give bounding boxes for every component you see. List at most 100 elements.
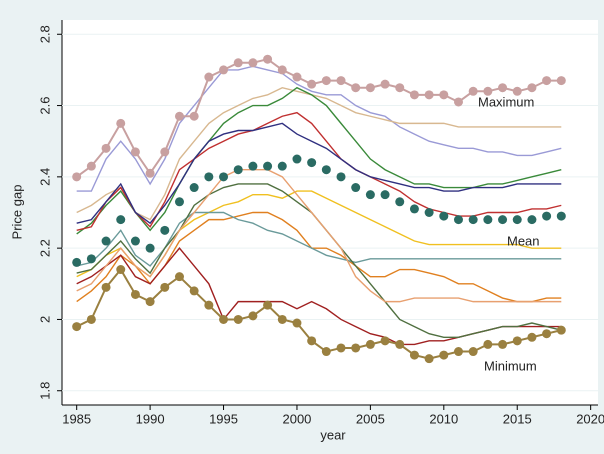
x-tick-label: 2005 — [356, 411, 385, 426]
data-point — [72, 257, 82, 267]
data-point — [321, 165, 331, 175]
data-point — [527, 215, 537, 225]
data-point — [409, 90, 419, 100]
data-point — [204, 72, 214, 82]
data-point — [512, 215, 522, 225]
data-point — [556, 211, 566, 221]
data-point — [336, 172, 346, 182]
data-point — [512, 86, 522, 96]
data-point — [174, 111, 184, 121]
data-point — [483, 339, 493, 349]
data-point — [498, 339, 508, 349]
data-point — [395, 83, 405, 93]
series-line — [76, 211, 562, 267]
data-point — [453, 347, 463, 357]
data-point — [204, 172, 214, 182]
y-tick-label: 2.8 — [37, 25, 52, 43]
data-point — [72, 172, 82, 182]
data-point — [101, 236, 111, 246]
data-point — [145, 297, 155, 307]
series-line — [76, 65, 562, 192]
data-point — [101, 282, 111, 292]
data-point — [86, 161, 96, 171]
data-point — [512, 336, 522, 346]
series-line — [76, 58, 562, 178]
data-point — [219, 172, 229, 182]
x-tick-label: 1990 — [136, 411, 165, 426]
data-point — [277, 65, 287, 75]
data-point — [219, 314, 229, 324]
data-point — [86, 314, 96, 324]
y-tick-label: 2.6 — [37, 97, 52, 115]
data-point — [116, 118, 126, 128]
data-point — [116, 265, 126, 275]
data-point — [527, 83, 537, 93]
data-point — [395, 197, 405, 207]
data-point — [498, 215, 508, 225]
x-axis-title: year — [320, 427, 346, 442]
data-point — [101, 143, 111, 153]
data-point — [248, 311, 258, 321]
data-point — [248, 58, 258, 68]
data-point — [439, 211, 449, 221]
data-point — [468, 86, 478, 96]
data-point — [292, 72, 302, 82]
data-point — [86, 254, 96, 264]
data-point — [556, 325, 566, 335]
data-point — [160, 282, 170, 292]
data-point — [263, 300, 273, 310]
data-point — [130, 147, 140, 157]
x-tick-label: 2015 — [503, 411, 532, 426]
data-point — [351, 83, 361, 93]
series-line — [76, 122, 562, 225]
y-tick-label: 2 — [37, 316, 52, 323]
data-point — [189, 183, 199, 193]
data-point — [380, 336, 390, 346]
data-point — [556, 76, 566, 86]
data-point — [233, 165, 243, 175]
data-point — [145, 168, 155, 178]
x-tick-label: 1985 — [62, 411, 91, 426]
data-point — [380, 79, 390, 89]
data-point — [160, 225, 170, 235]
data-point — [307, 158, 317, 168]
data-point — [439, 350, 449, 360]
data-point — [204, 300, 214, 310]
data-point — [395, 339, 405, 349]
data-point — [233, 314, 243, 324]
data-point — [116, 215, 126, 225]
data-point — [336, 343, 346, 353]
data-point — [498, 83, 508, 93]
data-point — [321, 76, 331, 86]
data-point — [277, 314, 287, 324]
data-point — [380, 190, 390, 200]
data-point — [468, 347, 478, 357]
series-label: Maximum — [478, 94, 534, 109]
x-tick-label: 1995 — [209, 411, 238, 426]
data-point — [351, 343, 361, 353]
data-point — [439, 90, 449, 100]
data-point — [130, 236, 140, 246]
data-point — [542, 329, 552, 339]
series-line — [76, 86, 562, 235]
data-point — [130, 289, 140, 299]
data-point — [468, 215, 478, 225]
data-point — [72, 322, 82, 332]
data-point — [365, 190, 375, 200]
data-point — [351, 183, 361, 193]
data-point — [424, 354, 434, 364]
data-point — [263, 161, 273, 171]
data-point — [483, 86, 493, 96]
series-line — [76, 267, 562, 360]
x-tick-label: 2020 — [576, 411, 604, 426]
y-tick-label: 2.4 — [37, 168, 52, 186]
y-axis-title: Price gap — [9, 185, 24, 240]
x-tick-label: 2000 — [282, 411, 311, 426]
data-point — [542, 211, 552, 221]
data-point — [174, 272, 184, 282]
data-point — [409, 204, 419, 214]
data-point — [189, 111, 199, 121]
data-point — [277, 161, 287, 171]
series-label: Minimum — [484, 358, 537, 373]
